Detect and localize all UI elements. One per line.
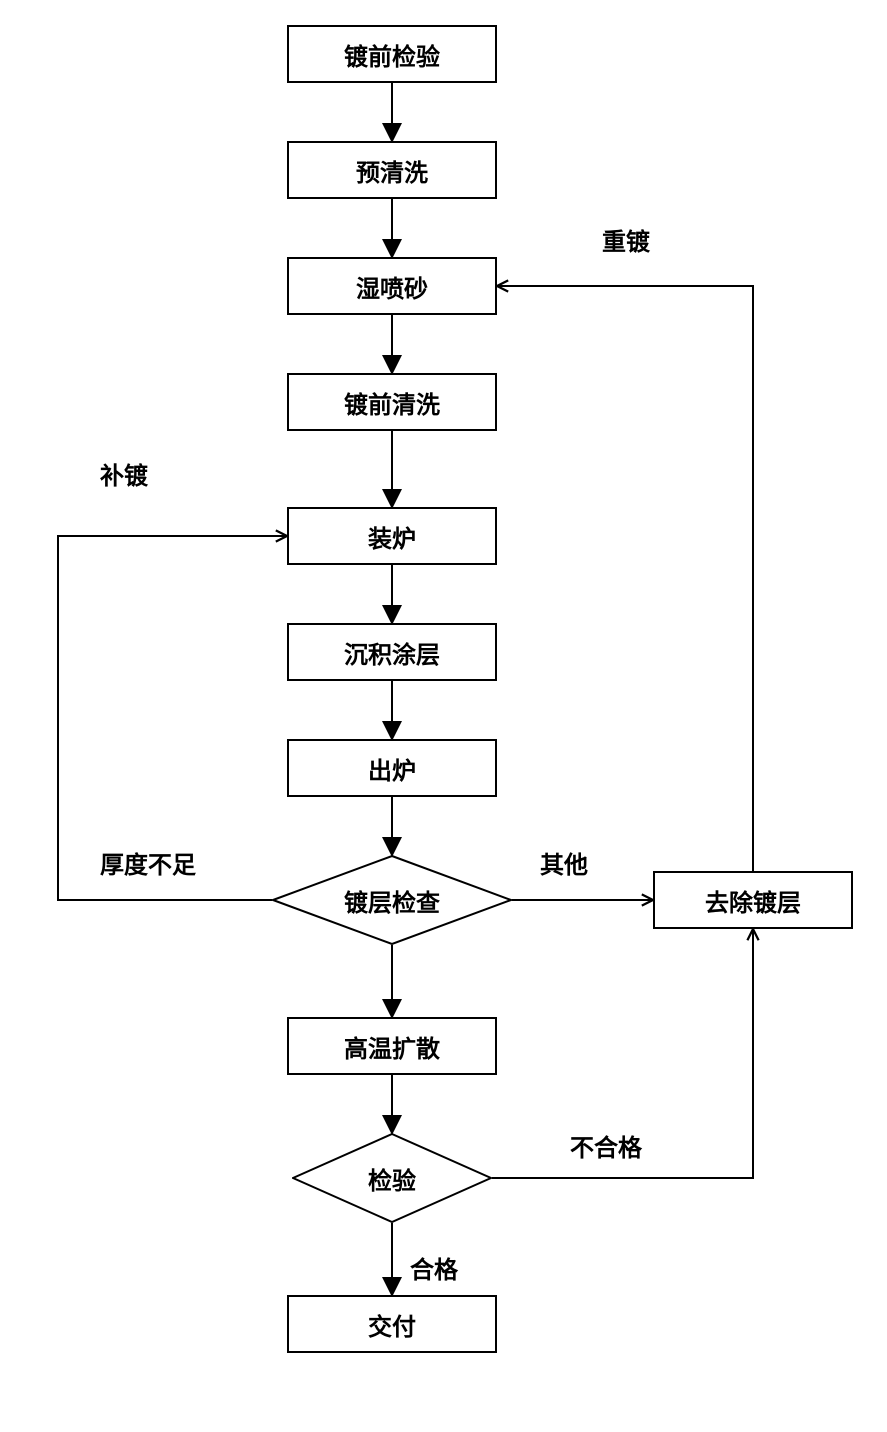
flow-node-n5: 装炉	[287, 507, 497, 565]
flow-node-n12: 去除镀层	[653, 871, 853, 929]
flow-node-label: 出炉	[368, 751, 416, 786]
flow-edge-n12-n3	[497, 286, 753, 871]
flow-node-label: 高温扩散	[344, 1029, 440, 1064]
flow-node-n6: 沉积涂层	[287, 623, 497, 681]
flow-node-n4: 镀前清洗	[287, 373, 497, 431]
flow-node-n1: 镀前检验	[287, 25, 497, 83]
flow-node-n7: 出炉	[287, 739, 497, 797]
flow-node-n3: 湿喷砂	[287, 257, 497, 315]
flow-node-n10: 检验	[292, 1133, 492, 1223]
flow-node-n9: 高温扩散	[287, 1017, 497, 1075]
flow-node-n11: 交付	[287, 1295, 497, 1353]
flow-node-label: 装炉	[368, 519, 416, 554]
flow-node-label: 镀前检验	[344, 37, 440, 72]
flow-node-n2: 预清洗	[287, 141, 497, 199]
edge-label: 其他	[540, 845, 588, 880]
flow-node-label: 预清洗	[356, 153, 428, 188]
flowchart-container: 镀前检验预清洗湿喷砂镀前清洗装炉沉积涂层出炉镀层检查高温扩散检验交付 去除镀层 重…	[0, 0, 887, 1432]
flow-node-label: 镀层检查	[344, 883, 440, 918]
edge-label: 补镀	[100, 456, 148, 491]
edge-label: 不合格	[570, 1128, 642, 1163]
flow-node-label: 去除镀层	[705, 883, 801, 918]
flow-node-label: 湿喷砂	[356, 269, 428, 304]
flow-node-label: 沉积涂层	[344, 635, 440, 670]
flow-node-label: 交付	[368, 1307, 416, 1342]
edge-label: 合格	[410, 1250, 458, 1285]
flow-node-label: 镀前清洗	[344, 385, 440, 420]
edge-label: 重镀	[602, 222, 650, 257]
flow-node-label: 检验	[368, 1161, 416, 1196]
flow-node-n8: 镀层检查	[272, 855, 512, 945]
edge-label: 厚度不足	[100, 845, 196, 880]
